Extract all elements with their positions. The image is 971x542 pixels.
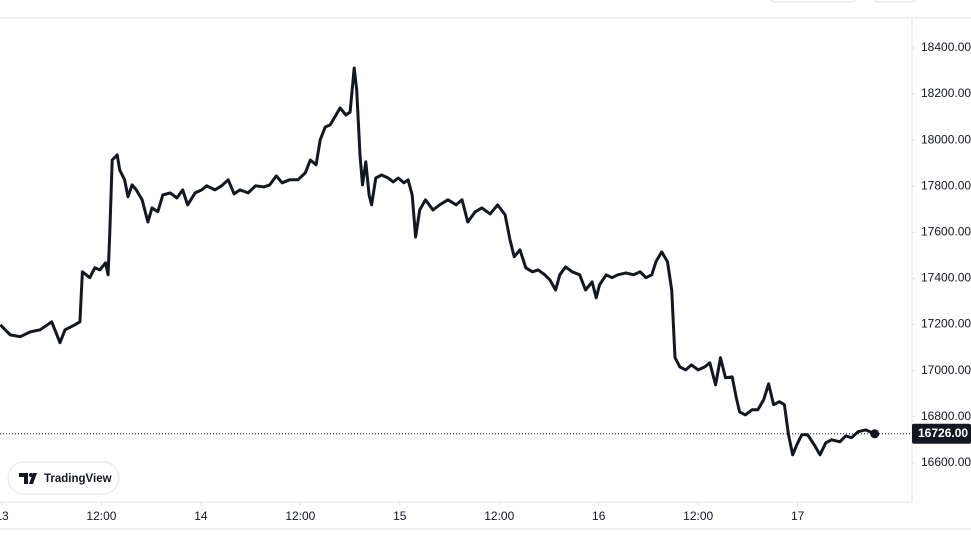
watermark[interactable]: TradingView bbox=[7, 461, 120, 495]
last-price-label: 16726.00 bbox=[918, 426, 968, 440]
x-tick-label: 12:00 bbox=[484, 509, 514, 523]
y-tick-label: 18400.00 bbox=[921, 40, 971, 54]
y-tick-label: 16600.00 bbox=[921, 455, 971, 469]
toolbar-button[interactable] bbox=[770, 0, 856, 3]
x-tick-label: 12:00 bbox=[285, 509, 315, 523]
x-tick-label: 15 bbox=[393, 509, 407, 523]
y-tick-label: 17000.00 bbox=[921, 363, 971, 377]
x-tick-label: 12:00 bbox=[86, 509, 116, 523]
x-tick-label: 13 bbox=[0, 509, 9, 523]
watermark-text: TradingView bbox=[44, 473, 112, 485]
watermark-box[interactable] bbox=[7, 461, 120, 495]
y-tick-label: 18000.00 bbox=[921, 132, 971, 146]
x-tick-label: 16 bbox=[592, 509, 606, 523]
x-tick-label: 17 bbox=[791, 509, 805, 523]
x-tick-label: 12:00 bbox=[683, 509, 713, 523]
y-tick-label: 17200.00 bbox=[921, 317, 971, 331]
y-tick-label: 18200.00 bbox=[921, 86, 971, 100]
last-price-box bbox=[912, 423, 971, 444]
price-line bbox=[0, 66, 876, 457]
y-tick-label: 17800.00 bbox=[921, 178, 971, 192]
watermark-logo bbox=[29, 473, 33, 477]
y-tick-label: 17400.00 bbox=[921, 271, 971, 285]
y-tick-label: 17600.00 bbox=[921, 225, 971, 239]
x-tick-label: 14 bbox=[194, 509, 208, 523]
y-tick-label: 16800.00 bbox=[921, 409, 971, 423]
toolbar-button[interactable] bbox=[873, 0, 916, 3]
last-point bbox=[870, 429, 880, 439]
